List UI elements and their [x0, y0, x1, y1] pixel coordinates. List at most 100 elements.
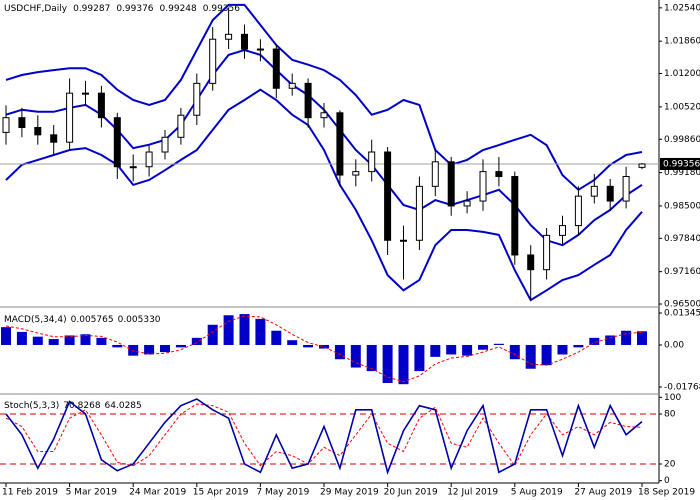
header-value: 70.8268 [63, 401, 100, 411]
y-tick-label: -0.017684 [664, 382, 700, 392]
macd-bar [32, 336, 43, 345]
header-value: 0.99356 [203, 4, 240, 14]
indicator-header: USDCHF,Daily 0.99287 0.99376 0.99248 0.99356 [4, 4, 240, 14]
macd-bar [191, 337, 202, 345]
x-tick-label: 20 Jun 2019 [384, 488, 438, 498]
y-tick-label: 0.96500 [664, 300, 700, 310]
candle-body [209, 38, 217, 84]
y-tick-label: 1.01860 [664, 37, 700, 47]
macd-bar [271, 330, 282, 345]
candle-body [368, 151, 376, 173]
candle-body [447, 161, 455, 207]
candle-body [129, 166, 137, 169]
indicator-header: Stoch(5,3,3) 70.8268 64.0285 [4, 401, 142, 411]
candle-body [145, 151, 153, 168]
macd-bar [414, 344, 425, 372]
macd-bar [334, 344, 345, 360]
macd-bar [509, 344, 520, 360]
candle-body [431, 161, 439, 187]
macd-bar [541, 344, 552, 366]
stoch-signal [5, 403, 643, 467]
candle-body [288, 82, 296, 89]
candle-body [622, 176, 630, 202]
candle-body [241, 33, 248, 50]
macd-bar [160, 344, 170, 353]
x-tick-label: 29 May 2019 [320, 488, 379, 498]
candle-body [400, 239, 407, 242]
indicator-title: MACD(5,34,4) [4, 315, 67, 325]
macd-bar [16, 331, 27, 345]
y-tick-label: 0 [664, 476, 670, 486]
candle-body [606, 185, 614, 202]
macd-bar [605, 335, 616, 345]
candle-body [384, 151, 392, 241]
candle-body [336, 112, 344, 176]
candle-body [527, 254, 535, 271]
candle-body [352, 171, 360, 176]
price-label: 0.99356 [663, 159, 700, 169]
candle-body [511, 176, 519, 256]
candle-body [193, 82, 201, 116]
macd-bar [573, 344, 584, 348]
x-tick-label: 7 May 2019 [256, 488, 309, 498]
price-label-box [660, 157, 700, 170]
candle-body [34, 126, 42, 136]
candle-body [590, 185, 598, 197]
macd-bar [80, 334, 91, 345]
y-tick-label: 0.99180 [664, 168, 700, 178]
x-tick-label: 27 Aug 2019 [574, 488, 632, 498]
indicator-header: MACD(5,34,4) 0.005765 0.005330 [4, 315, 161, 325]
candle-body [559, 225, 566, 236]
y-tick-label: 0.98500 [664, 201, 700, 211]
macd-bar [446, 344, 457, 355]
macd-bar [112, 344, 123, 348]
header-value: 0.99287 [73, 4, 110, 14]
candle-body [82, 92, 89, 95]
macd-bar [287, 340, 298, 345]
x-tick-label: 15 Apr 2019 [193, 488, 249, 498]
header-value: 0.99376 [116, 4, 153, 14]
y-tick-label: 0.97840 [664, 234, 700, 244]
indicator-title: Stoch(5,3,3) [4, 401, 59, 411]
macd-bar [255, 318, 266, 345]
macd-bar [398, 344, 409, 385]
candle-body [161, 136, 169, 153]
y-tick-label: 80 [664, 410, 676, 420]
macd-bar [525, 344, 536, 369]
macd-bar [303, 344, 314, 348]
candle-body [574, 195, 582, 227]
macd-bar [239, 314, 250, 345]
candle-body [638, 163, 646, 168]
header-value: 64.0285 [105, 401, 142, 411]
stoch-main [5, 398, 643, 475]
macd-bar [350, 344, 361, 368]
macd-bar [64, 335, 75, 345]
header-value: 0.99248 [160, 4, 197, 14]
candle-body [479, 171, 487, 202]
candle-body [2, 117, 10, 133]
indicator-title: USDCHF,Daily [4, 4, 68, 14]
band-line [5, 3, 643, 192]
macd-bar [223, 315, 234, 345]
x-tick-label: 18 Sep 2019 [638, 488, 695, 498]
macd-bar [493, 343, 504, 345]
macd-bar [557, 344, 568, 355]
y-tick-label: 1.01200 [664, 69, 700, 79]
y-tick-label: 1.00520 [664, 102, 700, 112]
macd-bar [637, 331, 647, 345]
header-value: 0.005330 [118, 315, 161, 325]
y-tick-label: 0.99860 [664, 135, 700, 145]
candle-body [97, 92, 105, 119]
macd-bar [144, 344, 155, 355]
candle-body [18, 117, 26, 128]
macd-bar [589, 337, 600, 345]
macd-bar [366, 344, 377, 372]
candle-body [66, 92, 74, 143]
macd-bar [207, 324, 218, 345]
macd-bar [462, 344, 473, 356]
candle-body [463, 200, 471, 207]
y-tick-label: 100 [664, 393, 681, 403]
x-tick-label: 24 Mar 2019 [129, 488, 186, 498]
macd-bar [430, 344, 441, 357]
